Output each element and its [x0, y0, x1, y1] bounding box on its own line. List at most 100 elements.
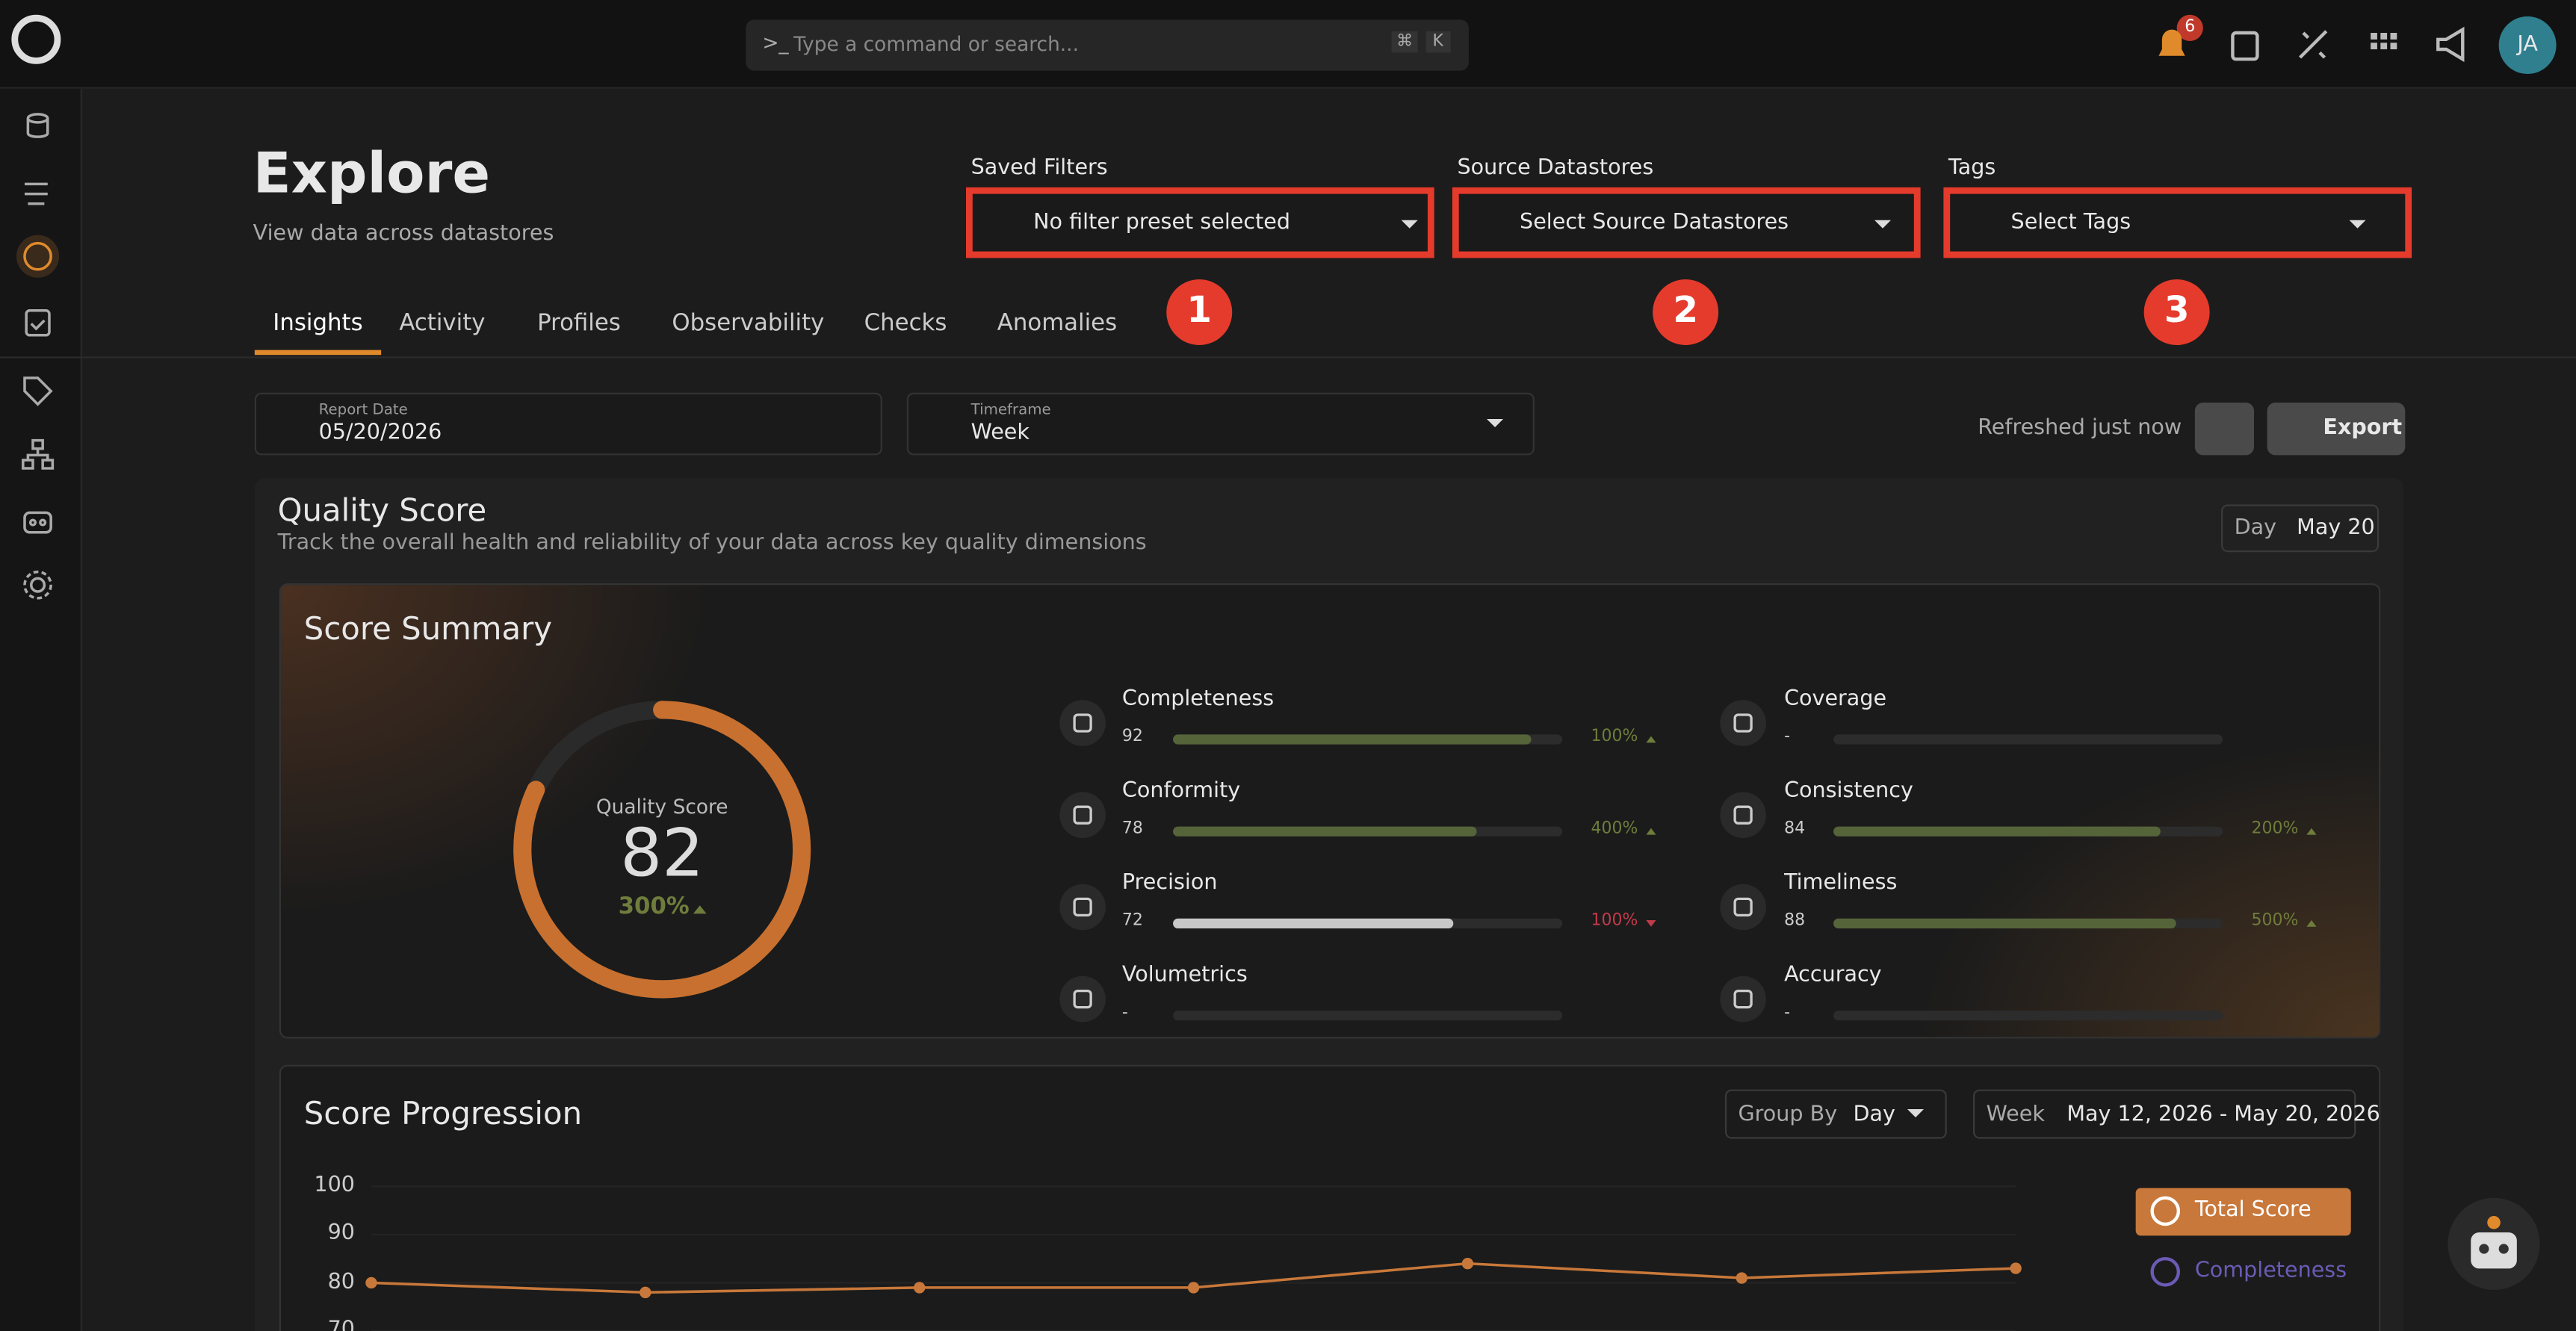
card-title: Score Summary [303, 611, 553, 648]
dimension-icon-glyph [1073, 713, 1092, 733]
dimension-score: - [1784, 1004, 1791, 1023]
filter-label: Tags [1948, 156, 1996, 181]
bell-icon[interactable] [2158, 29, 2185, 56]
filter-select[interactable] [966, 187, 1434, 258]
active-tab-indicator [254, 350, 382, 356]
filter-select[interactable] [1452, 187, 1921, 258]
dimension-icon [1720, 792, 1766, 838]
filter-placeholder: Select Source Datastores [1520, 210, 1789, 235]
dimension-score: - [1784, 727, 1791, 746]
legend-label[interactable]: Total Score [2194, 1197, 2312, 1223]
card-title: Score Progression [303, 1096, 583, 1132]
field-value: 05/20/2026 [318, 421, 442, 446]
filter-select[interactable] [1943, 187, 2412, 258]
bar-fill [1173, 826, 1477, 837]
dimension-change: 500% [2251, 912, 2299, 931]
point [1187, 1282, 1200, 1294]
point [1461, 1257, 1474, 1270]
group-by-label: Group By [1738, 1102, 1838, 1128]
gauge-arc [513, 701, 811, 999]
trend-arrow [2306, 920, 2317, 927]
sidebar-icons[interactable] [16, 113, 60, 600]
bot-icon[interactable] [2447, 1197, 2540, 1290]
bar-track [1833, 1011, 2223, 1021]
dimension-name: Timeliness [1784, 871, 1898, 896]
dimension-icon-glyph [1733, 897, 1753, 917]
legend-item[interactable] [2135, 1188, 2351, 1236]
trend-arrow [2306, 828, 2317, 835]
docs-icon[interactable] [2231, 31, 2259, 61]
dimension-name: Precision [1121, 871, 1218, 896]
refresh-status: Refreshed just now [1978, 415, 2182, 441]
bar-fill [1173, 734, 1532, 745]
dimension-change: 100% [1591, 727, 1638, 746]
tools-icon[interactable] [2299, 30, 2328, 59]
date: May 20 [2297, 515, 2375, 541]
field-label: Timeframe [970, 403, 1051, 419]
dimension-score: 72 [1121, 912, 1143, 931]
point [640, 1286, 651, 1299]
tab[interactable]: Anomalies [997, 310, 1118, 337]
range-label: Week [1986, 1102, 2045, 1128]
announce-icon[interactable] [2436, 26, 2465, 63]
tab[interactable]: Checks [864, 310, 947, 337]
dimension-icon [1720, 700, 1766, 746]
avatar[interactable]: JA [2498, 16, 2557, 74]
bar-track [1833, 734, 2223, 745]
period-toggle[interactable] [2221, 504, 2380, 553]
field-value: Week [970, 421, 1030, 446]
refresh-button[interactable] [2194, 403, 2255, 456]
divider [0, 356, 2576, 359]
report-date-field[interactable] [254, 392, 882, 456]
dimension-name: Coverage [1784, 686, 1887, 712]
filter-placeholder: Select Tags [2010, 210, 2131, 235]
timeframe-field[interactable] [906, 392, 1535, 456]
search-box[interactable] [746, 19, 1469, 71]
dimension-icon [1059, 700, 1106, 746]
export-button[interactable] [2267, 403, 2406, 456]
step-marker: 3 [2143, 279, 2210, 345]
apps-icon[interactable] [2371, 33, 2397, 49]
dimension-icon [1720, 884, 1766, 931]
y-tick-label: 70 [327, 1318, 355, 1331]
y-tick-label: 90 [327, 1221, 355, 1247]
card-subtitle: Track the overall health and reliability… [277, 530, 1147, 556]
dimension-icon [1059, 792, 1106, 838]
dimension-icon [1059, 975, 1106, 1023]
dimension-change: 200% [2251, 819, 2299, 838]
range-value: May 12, 2026 - May 20, 2026 [2066, 1102, 2380, 1128]
dimension-icon-glyph [1073, 897, 1092, 917]
tab[interactable]: Profiles [537, 310, 621, 337]
legend-swatch [2150, 1257, 2181, 1287]
tab[interactable]: Activity [399, 310, 486, 337]
legend-swatch [2150, 1196, 2181, 1226]
summary-card [279, 583, 2381, 1039]
dimension-icon [1059, 884, 1106, 931]
tab[interactable]: Observability [672, 310, 825, 337]
dimension-icon-glyph [1733, 805, 1753, 825]
export-label: Export [2323, 415, 2403, 441]
legend-label[interactable]: Completeness [2194, 1259, 2347, 1284]
dimension-icon [1720, 975, 1766, 1023]
group-by-select[interactable] [1724, 1089, 1947, 1139]
notification-badge: 6 [2176, 14, 2203, 41]
filter-label: Saved Filters [970, 156, 1108, 181]
tab[interactable]: Insights [273, 310, 363, 337]
dimension-score: 78 [1121, 819, 1143, 838]
range-picker[interactable] [1972, 1089, 2356, 1139]
page-subtitle: View data across datastores [253, 222, 554, 246]
y-tick-label: 80 [327, 1269, 355, 1294]
dimension-icon-glyph [1073, 805, 1092, 825]
dimension-score: - [1121, 1004, 1128, 1023]
page-title: Explore [253, 141, 491, 208]
card-title: Quality Score [277, 493, 487, 530]
trend-arrow [1646, 736, 1656, 743]
dimension-score: 88 [1784, 912, 1806, 931]
bar-fill [1833, 918, 2176, 928]
filter-placeholder: No filter preset selected [1033, 210, 1291, 235]
bar-track [1173, 1011, 1563, 1021]
trend-arrow [1646, 828, 1656, 835]
